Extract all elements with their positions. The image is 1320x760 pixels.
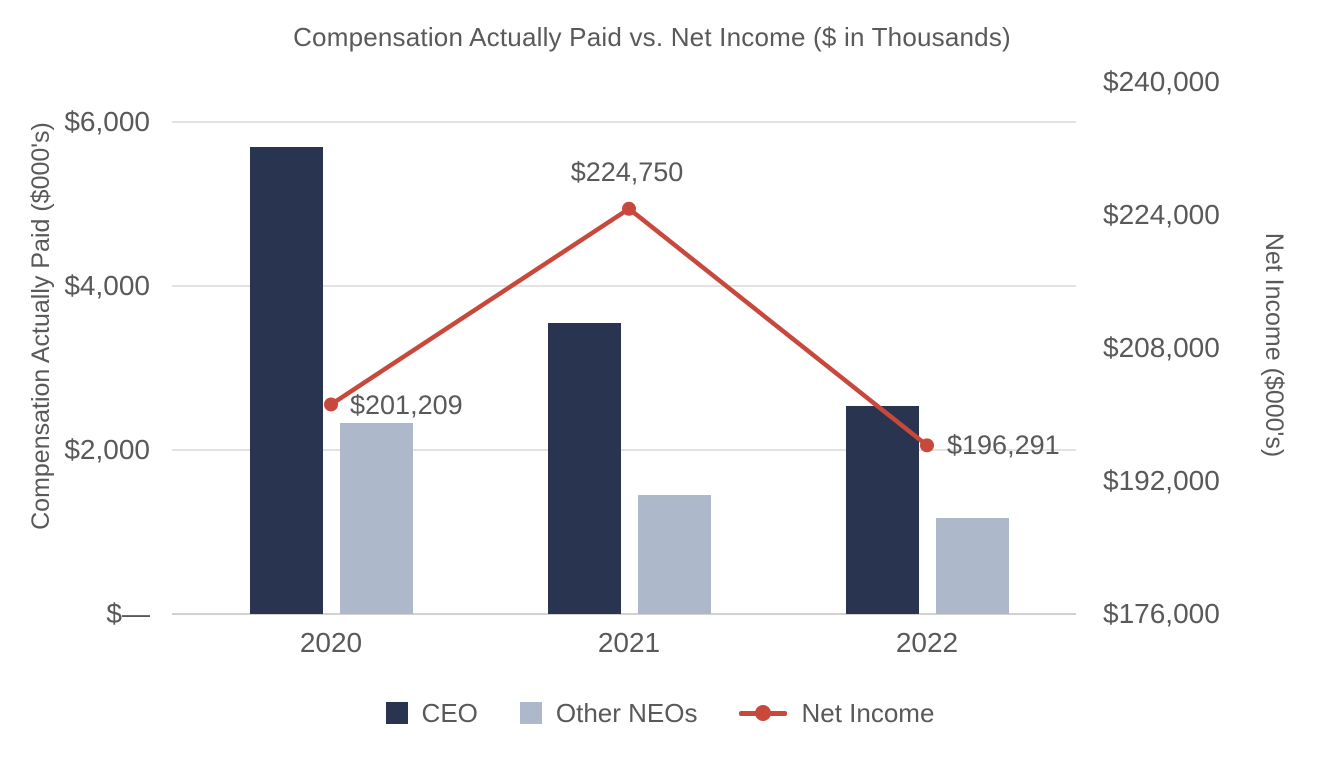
x-axis-label-2022: 2022 bbox=[895, 627, 959, 658]
bar-other-neos-2021 bbox=[637, 495, 711, 614]
legend-label: Other NEOs bbox=[555, 697, 698, 728]
legend-item-ceo: CEO bbox=[385, 697, 478, 729]
legend-label: Net Income bbox=[801, 697, 935, 728]
net-income-point-2020 bbox=[324, 397, 338, 412]
y-axis-right-tick-label: $192,000 bbox=[1103, 465, 1220, 496]
legend-label: CEO bbox=[421, 697, 478, 728]
y-axis-left-tick-label: $4,000 bbox=[64, 270, 150, 301]
y-axis-left-tick-label: $6,000 bbox=[64, 106, 150, 137]
right-axis-title: Net Income ($000's) bbox=[1260, 232, 1288, 458]
bar-ceo-2021 bbox=[547, 322, 621, 614]
y-axis-right-tick-label: $176,000 bbox=[1103, 598, 1220, 629]
y-axis-right-tick-label: $208,000 bbox=[1103, 332, 1220, 363]
legend-item-other-neos: Other NEOs bbox=[519, 697, 698, 729]
x-axis-label-2020: 2020 bbox=[299, 627, 363, 658]
net-income-point-2021 bbox=[622, 201, 636, 216]
gridline bbox=[172, 121, 1076, 123]
legend-swatch-other-neos bbox=[519, 702, 542, 724]
chart-title: Compensation Actually Paid vs. Net Incom… bbox=[293, 22, 1011, 52]
net-income-label-2021: $224,750 bbox=[570, 156, 684, 187]
net-income-label-2022: $196,291 bbox=[947, 430, 1060, 461]
legend-swatch-ceo bbox=[385, 702, 408, 724]
bar-ceo-2022 bbox=[845, 405, 919, 614]
y-axis-right-tick-label: $240,000 bbox=[1103, 66, 1220, 97]
x-axis-baseline bbox=[172, 613, 1076, 615]
y-axis-right-tick-label: $224,000 bbox=[1103, 199, 1220, 230]
bar-other-neos-2022 bbox=[935, 518, 1009, 614]
left-axis-title: Compensation Actually Paid ($000's) bbox=[27, 122, 55, 530]
legend-marker-net-income bbox=[739, 704, 788, 722]
legend-item-net-income: Net Income bbox=[739, 698, 934, 729]
y-axis-left-tick-label: $2,000 bbox=[64, 434, 150, 465]
y-axis-left-tick-label: $— bbox=[106, 598, 150, 629]
gridline bbox=[172, 449, 1076, 451]
bar-ceo-2020 bbox=[249, 146, 323, 614]
legend: CEO Other NEOs Net Income bbox=[0, 696, 1320, 730]
legend-line-dot bbox=[755, 705, 772, 721]
x-axis-label-2021: 2021 bbox=[597, 627, 661, 658]
net-income-label-2020: $201,209 bbox=[350, 390, 463, 421]
bar-other-neos-2020 bbox=[339, 422, 413, 614]
